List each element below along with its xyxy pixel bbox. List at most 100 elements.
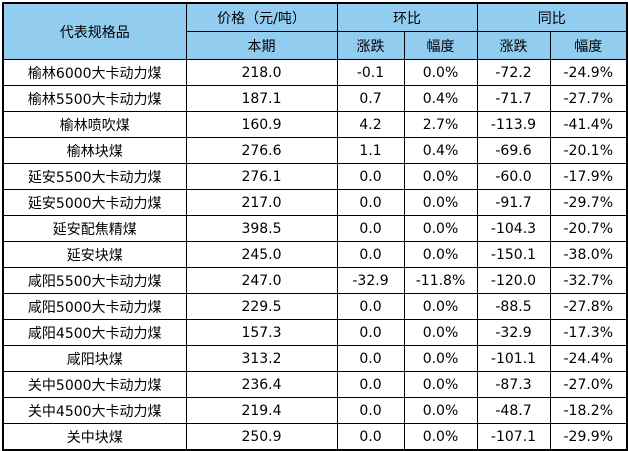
header-row-subs: 本期 涨跌 幅度 涨跌 幅度: [3, 31, 628, 60]
table-row: 咸阳5500大卡动力煤 247.0 -32.9 -11.8% -120.0 -32.7%: [2, 267, 628, 294]
yoy-rate-cell: -17.9%: [549, 163, 628, 190]
mom-rate-cell: 0.4%: [403, 137, 478, 164]
table-row: 关中块煤 250.9 0.0 0.0% -107.1 -29.9%: [2, 423, 628, 451]
mom-change-cell: 0.0: [336, 241, 405, 268]
table-row: 咸阳5000大卡动力煤 229.5 0.0 0.0% -88.5 -27.8%: [2, 293, 628, 320]
product-name-cell: 榆林5500大卡动力煤: [2, 85, 187, 112]
product-name-cell: 延安5500大卡动力煤: [2, 163, 187, 190]
yoy-rate-cell: -24.9%: [549, 59, 628, 86]
header-mom-group: 环比: [336, 2, 478, 32]
price-current-cell: 218.0: [185, 59, 338, 86]
table-row: 延安5000大卡动力煤 217.0 0.0 0.0% -91.7 -29.7%: [2, 189, 628, 216]
table-header: 代表规格品 价格（元/吨） 环比 同比 本期 涨跌 幅度 涨跌 幅度: [2, 2, 628, 60]
mom-rate-cell: -11.8%: [403, 267, 478, 294]
product-name-cell: 咸阳5000大卡动力煤: [2, 293, 187, 320]
yoy-change-cell: -150.1: [476, 241, 551, 268]
yoy-change-cell: -69.6: [476, 137, 551, 164]
mom-change-cell: 0.7: [336, 85, 405, 112]
yoy-rate-cell: -20.1%: [549, 137, 628, 164]
price-current-cell: 157.3: [185, 319, 338, 346]
price-current-cell: 219.4: [185, 397, 338, 424]
table-row: 延安块煤 245.0 0.0 0.0% -150.1 -38.0%: [2, 241, 628, 268]
price-current-cell: 313.2: [185, 345, 338, 372]
yoy-change-cell: -87.3: [476, 371, 551, 398]
yoy-rate-cell: -17.3%: [549, 319, 628, 346]
mom-rate-cell: 0.0%: [403, 59, 478, 86]
yoy-rate-cell: -38.0%: [549, 241, 628, 268]
product-name-cell: 延安配焦精煤: [2, 215, 187, 242]
mom-rate-cell: 2.7%: [403, 111, 478, 138]
yoy-change-cell: -72.2: [476, 59, 551, 86]
mom-change-cell: 1.1: [336, 137, 405, 164]
price-current-cell: 398.5: [185, 215, 338, 242]
mom-change-cell: 0.0: [336, 345, 405, 372]
yoy-rate-cell: -24.4%: [549, 345, 628, 372]
price-current-cell: 250.9: [185, 423, 338, 451]
mom-rate-cell: 0.0%: [403, 371, 478, 398]
mom-rate-cell: 0.4%: [403, 85, 478, 112]
table-row: 榆林6000大卡动力煤 218.0 -0.1 0.0% -72.2 -24.9%: [2, 59, 628, 86]
yoy-change-cell: -101.1: [476, 345, 551, 372]
table-row: 延安配焦精煤 398.5 0.0 0.0% -104.3 -20.7%: [2, 215, 628, 242]
mom-rate-cell: 0.0%: [403, 189, 478, 216]
product-name-cell: 咸阳块煤: [2, 345, 187, 372]
yoy-rate-cell: -27.8%: [549, 293, 628, 320]
yoy-change-cell: -113.9: [476, 111, 551, 138]
yoy-change-cell: -120.0: [476, 267, 551, 294]
header-mom-rate: 幅度: [403, 31, 478, 60]
yoy-change-cell: -48.7: [476, 397, 551, 424]
header-mom-change: 涨跌: [336, 31, 405, 60]
product-name-cell: 关中5000大卡动力煤: [2, 371, 187, 398]
yoy-change-cell: -88.5: [476, 293, 551, 320]
header-yoy-rate: 幅度: [549, 31, 628, 60]
yoy-change-cell: -32.9: [476, 319, 551, 346]
price-current-cell: 160.9: [185, 111, 338, 138]
price-current-cell: 276.6: [185, 137, 338, 164]
mom-rate-cell: 0.0%: [403, 397, 478, 424]
price-current-cell: 247.0: [185, 267, 338, 294]
header-row-groups: 代表规格品 价格（元/吨） 环比 同比: [2, 2, 628, 60]
yoy-rate-cell: -18.2%: [549, 397, 628, 424]
header-product: 代表规格品: [2, 2, 187, 60]
table-row: 关中5000大卡动力煤 236.4 0.0 0.0% -87.3 -27.0%: [2, 371, 628, 398]
header-price-current: 本期: [185, 31, 338, 60]
table-body: 榆林6000大卡动力煤 218.0 -0.1 0.0% -72.2 -24.9% 榆林550…: [2, 59, 628, 451]
mom-change-cell: 0.0: [336, 371, 405, 398]
product-name-cell: 咸阳5500大卡动力煤: [2, 267, 187, 294]
mom-change-cell: 0.0: [336, 215, 405, 242]
product-name-cell: 延安5000大卡动力煤: [2, 189, 187, 216]
price-current-cell: 217.0: [185, 189, 338, 216]
mom-change-cell: 0.0: [336, 397, 405, 424]
yoy-change-cell: -104.3: [476, 215, 551, 242]
mom-change-cell: -0.1: [336, 59, 405, 86]
yoy-rate-cell: -32.7%: [549, 267, 628, 294]
yoy-rate-cell: -29.9%: [549, 423, 628, 451]
header-yoy-group: 同比: [476, 2, 628, 32]
yoy-rate-cell: -29.7%: [549, 189, 628, 216]
mom-rate-cell: 0.0%: [403, 293, 478, 320]
header-yoy-change: 涨跌: [476, 31, 551, 60]
mom-rate-cell: 0.0%: [403, 319, 478, 346]
header-price-group: 价格（元/吨）: [185, 2, 338, 32]
price-current-cell: 229.5: [185, 293, 338, 320]
product-name-cell: 榆林喷吹煤: [2, 111, 187, 138]
product-name-cell: 咸阳4500大卡动力煤: [2, 319, 187, 346]
table-row: 延安5500大卡动力煤 276.1 0.0 0.0% -60.0 -17.9%: [2, 163, 628, 190]
price-current-cell: 245.0: [185, 241, 338, 268]
price-current-cell: 187.1: [185, 85, 338, 112]
table-row: 榆林5500大卡动力煤 187.1 0.7 0.4% -71.7 -27.7%: [2, 85, 628, 112]
yoy-rate-cell: -41.4%: [549, 111, 628, 138]
table-row: 榆林喷吹煤 160.9 4.2 2.7% -113.9 -41.4%: [2, 111, 628, 138]
mom-change-cell: 0.0: [336, 293, 405, 320]
mom-rate-cell: 0.0%: [403, 423, 478, 451]
yoy-change-cell: -91.7: [476, 189, 551, 216]
product-name-cell: 榆林块煤: [2, 137, 187, 164]
yoy-rate-cell: -27.0%: [549, 371, 628, 398]
mom-change-cell: 4.2: [336, 111, 405, 138]
product-name-cell: 关中4500大卡动力煤: [2, 397, 187, 424]
product-name-cell: 榆林6000大卡动力煤: [2, 59, 187, 86]
table-row: 咸阳块煤 313.2 0.0 0.0% -101.1 -24.4%: [2, 345, 628, 372]
mom-rate-cell: 0.0%: [403, 215, 478, 242]
mom-change-cell: -32.9: [336, 267, 405, 294]
